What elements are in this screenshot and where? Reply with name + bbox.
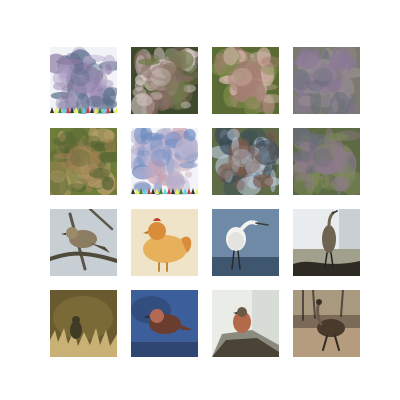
tile-graphic <box>293 290 360 357</box>
tile-graphic <box>293 128 360 195</box>
bird-photo-hen <box>131 209 198 276</box>
tile-graphic <box>50 209 117 276</box>
generated-bird-image-0-1 <box>131 47 198 114</box>
bird-photo-thrush-blue-bg <box>131 290 198 357</box>
tile-graphic <box>131 47 198 114</box>
generated-bird-image-1-3 <box>293 128 360 195</box>
generated-bird-image-1-0 <box>50 128 117 195</box>
tile-graphic <box>50 128 117 195</box>
tile-graphic <box>212 290 279 357</box>
tile-graphic <box>212 47 279 114</box>
tile-graphic <box>131 128 198 195</box>
tile-graphic <box>50 47 117 114</box>
generated-bird-image-0-3 <box>293 47 360 114</box>
bird-photo-emu-on-ground <box>293 290 360 357</box>
bird-photo-egret <box>212 209 279 276</box>
tile-graphic <box>212 128 279 195</box>
tile-graphic <box>50 290 117 357</box>
generated-bird-image-1-2 <box>212 128 279 195</box>
tile-graphic <box>212 209 279 276</box>
tile-graphic <box>293 209 360 276</box>
generated-bird-image-1-1 <box>131 128 198 195</box>
tile-graphic <box>293 47 360 114</box>
tile-graphic <box>131 290 198 357</box>
generated-bird-image-0-2 <box>212 47 279 114</box>
bird-photo-heron-standing <box>293 209 360 276</box>
tile-graphic <box>131 209 198 276</box>
bird-photo-robin-on-log <box>212 290 279 357</box>
bird-photo-small-bird-on-grass <box>50 290 117 357</box>
generated-bird-image-0-0 <box>50 47 117 114</box>
bird-photo-sparrow-on-branch <box>50 209 117 276</box>
